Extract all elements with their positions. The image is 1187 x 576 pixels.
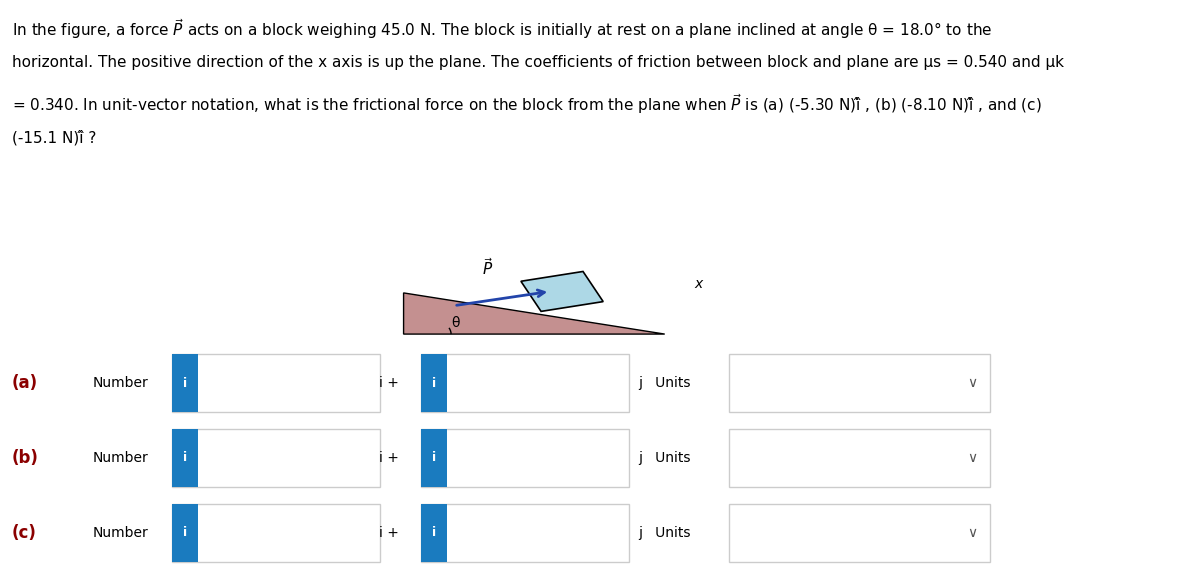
Text: (c): (c) bbox=[12, 524, 37, 542]
Text: i: i bbox=[432, 377, 437, 389]
Text: Number: Number bbox=[93, 451, 148, 465]
FancyBboxPatch shape bbox=[172, 504, 380, 562]
Text: i: i bbox=[432, 526, 437, 539]
Text: (-15.1 N)î̂ ?: (-15.1 N)î̂ ? bbox=[12, 130, 96, 145]
FancyBboxPatch shape bbox=[421, 504, 447, 562]
Text: j   Units: j Units bbox=[639, 376, 691, 390]
Text: j   Units: j Units bbox=[639, 451, 691, 465]
Text: i: i bbox=[183, 452, 188, 464]
Text: = 0.340. In unit-vector notation, what is the frictional force on the block from: = 0.340. In unit-vector notation, what i… bbox=[12, 92, 1042, 116]
Text: Number: Number bbox=[93, 526, 148, 540]
FancyBboxPatch shape bbox=[172, 429, 380, 487]
Text: i +: i + bbox=[380, 526, 399, 540]
Text: (b): (b) bbox=[12, 449, 39, 467]
FancyBboxPatch shape bbox=[729, 429, 990, 487]
Polygon shape bbox=[404, 293, 665, 334]
Text: $\vec{P}$: $\vec{P}$ bbox=[482, 257, 493, 278]
FancyBboxPatch shape bbox=[729, 504, 990, 562]
Text: x: x bbox=[694, 277, 703, 291]
Polygon shape bbox=[521, 271, 603, 312]
FancyBboxPatch shape bbox=[421, 504, 629, 562]
FancyBboxPatch shape bbox=[421, 354, 447, 412]
FancyBboxPatch shape bbox=[172, 354, 198, 412]
Text: j   Units: j Units bbox=[639, 526, 691, 540]
Text: i: i bbox=[432, 452, 437, 464]
FancyBboxPatch shape bbox=[729, 354, 990, 412]
Text: i +: i + bbox=[380, 451, 399, 465]
Text: (a): (a) bbox=[12, 374, 38, 392]
Text: θ: θ bbox=[451, 316, 459, 330]
Text: ∨: ∨ bbox=[967, 376, 977, 390]
FancyBboxPatch shape bbox=[172, 354, 380, 412]
Text: Number: Number bbox=[93, 376, 148, 390]
Text: i +: i + bbox=[380, 376, 399, 390]
Text: ∨: ∨ bbox=[967, 451, 977, 465]
Text: i: i bbox=[183, 377, 188, 389]
Text: In the figure, a force $\vec{P}$ acts on a block weighing 45.0 N. The block is i: In the figure, a force $\vec{P}$ acts on… bbox=[12, 17, 992, 41]
FancyBboxPatch shape bbox=[421, 429, 447, 487]
FancyBboxPatch shape bbox=[172, 429, 198, 487]
Text: ∨: ∨ bbox=[967, 526, 977, 540]
FancyBboxPatch shape bbox=[172, 504, 198, 562]
Text: i: i bbox=[183, 526, 188, 539]
FancyBboxPatch shape bbox=[421, 354, 629, 412]
FancyBboxPatch shape bbox=[421, 429, 629, 487]
Text: horizontal. The positive direction of the x axis is up the plane. The coefficien: horizontal. The positive direction of th… bbox=[12, 55, 1064, 70]
